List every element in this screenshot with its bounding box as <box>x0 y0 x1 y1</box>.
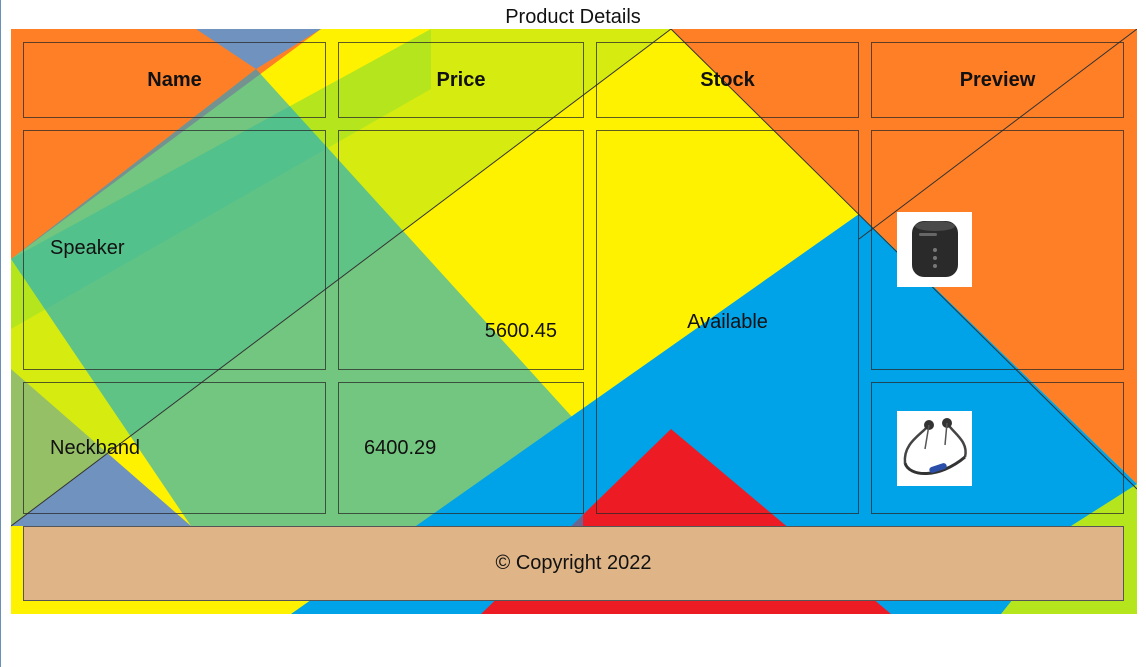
neckband-icon <box>903 418 967 476</box>
column-header-price: Price <box>338 42 584 118</box>
column-header-preview: Preview <box>871 42 1124 118</box>
bluetooth-speaker-image <box>897 211 972 287</box>
table-cell-price: 6400.29 <box>338 382 584 514</box>
table-caption: Product Details <box>505 6 641 28</box>
product-name: Neckband <box>50 436 141 459</box>
table-footer: © Copyright 2022 <box>23 526 1124 601</box>
table-cell-stock-merged: Available <box>596 130 859 514</box>
product-name: Speaker <box>50 236 125 259</box>
window-left-border <box>0 0 1 667</box>
neckband-earphones-image <box>897 410 972 486</box>
table-cell-preview <box>871 130 1124 370</box>
table-cell-name: Neckband <box>23 382 326 514</box>
product-price: 5600.45 <box>484 320 557 342</box>
product-price: 6400.29 <box>364 436 437 459</box>
table-cell-name: Speaker <box>23 130 326 370</box>
speaker-icon <box>911 221 958 277</box>
table-cell-preview <box>871 382 1124 514</box>
column-header-stock: Stock <box>596 42 859 118</box>
stock-status: Available <box>687 310 768 333</box>
column-header-name: Name <box>23 42 326 118</box>
table-cell-price: 5600.45 <box>338 130 584 370</box>
product-table: Name Price Stock Preview Speaker 5600.45… <box>11 29 1137 614</box>
